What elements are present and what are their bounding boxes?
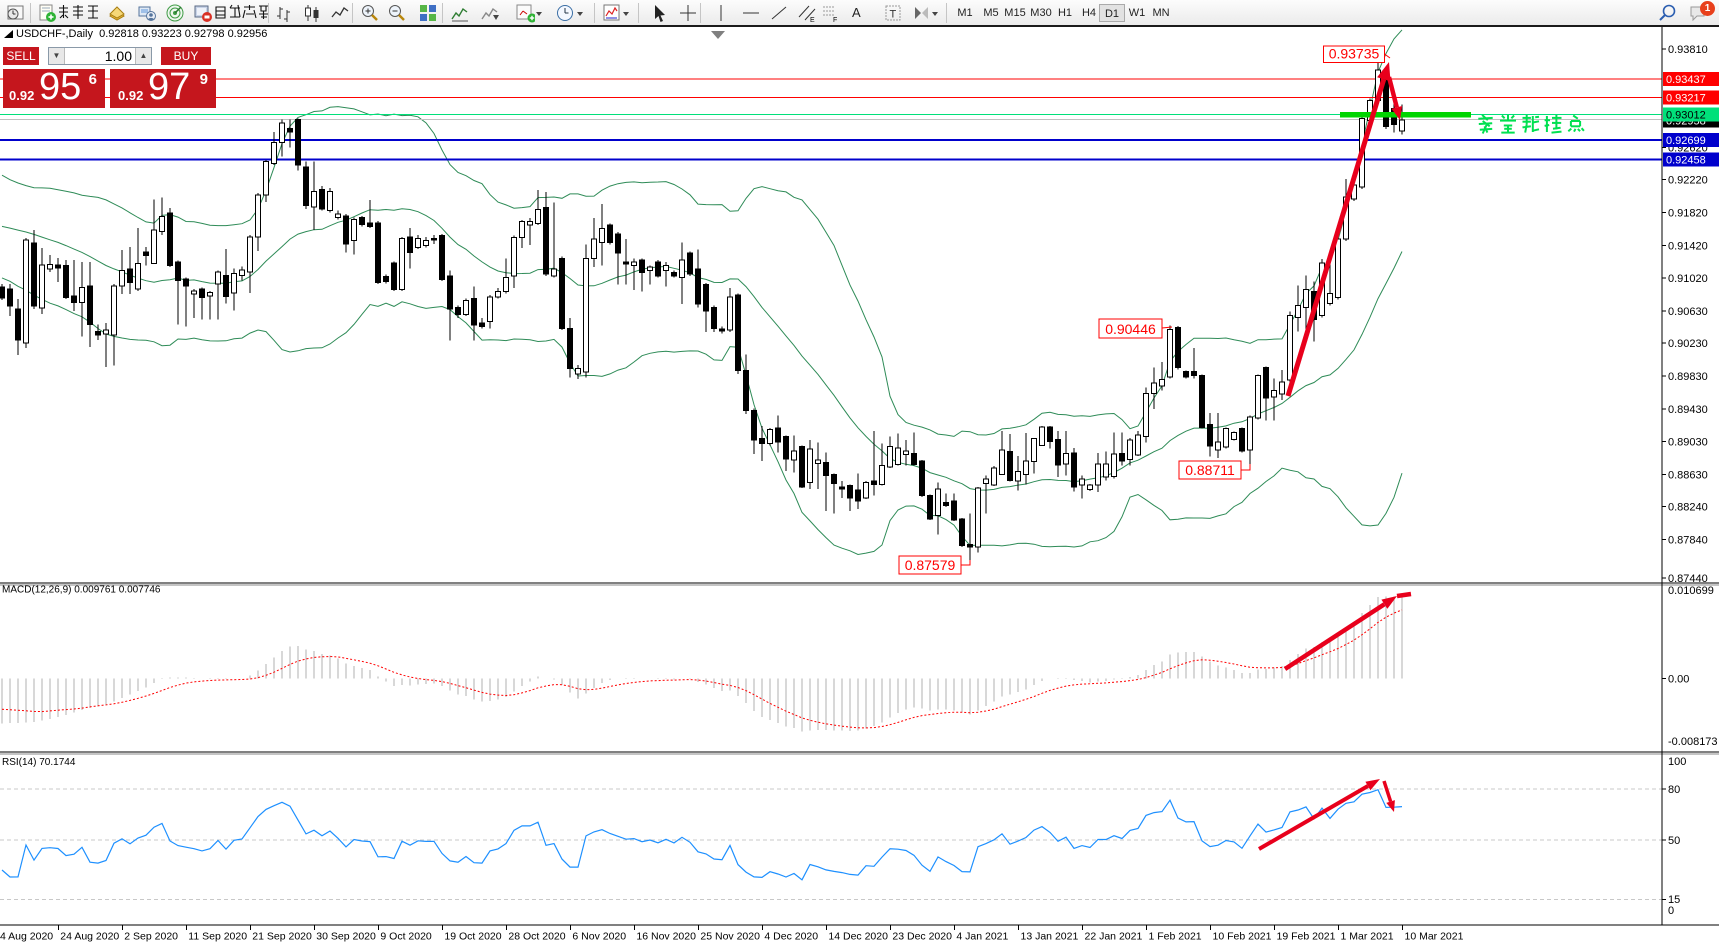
svg-text:11 Sep 2020: 11 Sep 2020 — [188, 931, 247, 943]
svg-text:100: 100 — [1668, 756, 1686, 768]
svg-text:9 Oct 2020: 9 Oct 2020 — [380, 931, 432, 943]
svg-text:0.88711: 0.88711 — [1185, 462, 1235, 478]
svg-text:0.00: 0.00 — [1668, 674, 1689, 686]
svg-text:0.93217: 0.93217 — [1666, 93, 1706, 105]
svg-text:0.89030: 0.89030 — [1668, 437, 1708, 449]
svg-text:0.93810: 0.93810 — [1668, 44, 1708, 56]
svg-text:0.90230: 0.90230 — [1668, 338, 1708, 350]
svg-text:MACD(12,26,9) 0.009761 0.00774: MACD(12,26,9) 0.009761 0.007746 — [2, 585, 161, 596]
svg-text:24 Aug 2020: 24 Aug 2020 — [60, 931, 119, 943]
svg-text:0.87840: 0.87840 — [1668, 535, 1708, 547]
svg-text:1 Mar 2021: 1 Mar 2021 — [1341, 931, 1394, 943]
svg-text:0.93437: 0.93437 — [1666, 74, 1706, 86]
svg-text:23 Dec 2020: 23 Dec 2020 — [892, 931, 952, 943]
svg-text:0.91820: 0.91820 — [1668, 208, 1708, 220]
svg-text:-0.008173: -0.008173 — [1668, 736, 1718, 748]
svg-text:0.88630: 0.88630 — [1668, 470, 1708, 482]
svg-text:4 Dec 2020: 4 Dec 2020 — [764, 931, 818, 943]
svg-text:80: 80 — [1668, 784, 1680, 796]
svg-text:T: T — [890, 9, 897, 21]
svg-text:22 Jan 2021: 22 Jan 2021 — [1085, 931, 1143, 943]
svg-text:50: 50 — [1668, 835, 1680, 847]
svg-text:0.90630: 0.90630 — [1668, 306, 1708, 318]
svg-text:6 Nov 2020: 6 Nov 2020 — [572, 931, 626, 943]
svg-text:13 Jan 2021: 13 Jan 2021 — [1021, 931, 1079, 943]
svg-text:0.89430: 0.89430 — [1668, 404, 1708, 416]
svg-text:0.93012: 0.93012 — [1666, 110, 1706, 122]
svg-text:0.87440: 0.87440 — [1668, 573, 1708, 585]
svg-text:4 Aug 2020: 4 Aug 2020 — [0, 931, 53, 943]
svg-text:0.88240: 0.88240 — [1668, 502, 1708, 514]
svg-text:0.90446: 0.90446 — [1105, 321, 1156, 337]
svg-text:4 Jan 2021: 4 Jan 2021 — [956, 931, 1008, 943]
svg-text:25 Nov 2020: 25 Nov 2020 — [700, 931, 760, 943]
svg-text:0.010699: 0.010699 — [1668, 585, 1714, 597]
svg-text:16 Nov 2020: 16 Nov 2020 — [636, 931, 696, 943]
svg-text:0.87579: 0.87579 — [905, 557, 956, 573]
svg-text:28 Oct 2020: 28 Oct 2020 — [508, 931, 565, 943]
svg-text:2 Sep 2020: 2 Sep 2020 — [124, 931, 178, 943]
svg-text:0.92458: 0.92458 — [1666, 155, 1706, 167]
svg-text:30 Sep 2020: 30 Sep 2020 — [316, 931, 376, 943]
svg-text:0.89830: 0.89830 — [1668, 371, 1708, 383]
svg-text:19 Oct 2020: 19 Oct 2020 — [444, 931, 501, 943]
svg-text:0: 0 — [1668, 905, 1674, 917]
svg-text:14 Dec 2020: 14 Dec 2020 — [828, 931, 888, 943]
svg-text:10 Feb 2021: 10 Feb 2021 — [1213, 931, 1272, 943]
svg-text:F: F — [833, 17, 837, 23]
svg-text:E: E — [810, 17, 815, 23]
svg-text:15: 15 — [1668, 894, 1680, 906]
svg-text:1 Feb 2021: 1 Feb 2021 — [1149, 931, 1202, 943]
svg-text:0.91020: 0.91020 — [1668, 273, 1708, 285]
svg-text:RSI(14) 70.1744: RSI(14) 70.1744 — [2, 757, 76, 768]
svg-text:10 Mar 2021: 10 Mar 2021 — [1405, 931, 1464, 943]
svg-text:21 Sep 2020: 21 Sep 2020 — [252, 931, 312, 943]
svg-text:19 Feb 2021: 19 Feb 2021 — [1277, 931, 1336, 943]
svg-text:0.92220: 0.92220 — [1668, 175, 1708, 187]
svg-text:0.92699: 0.92699 — [1666, 135, 1706, 147]
svg-text:0.91420: 0.91420 — [1668, 240, 1708, 252]
svg-text:0.93735: 0.93735 — [1329, 46, 1380, 62]
